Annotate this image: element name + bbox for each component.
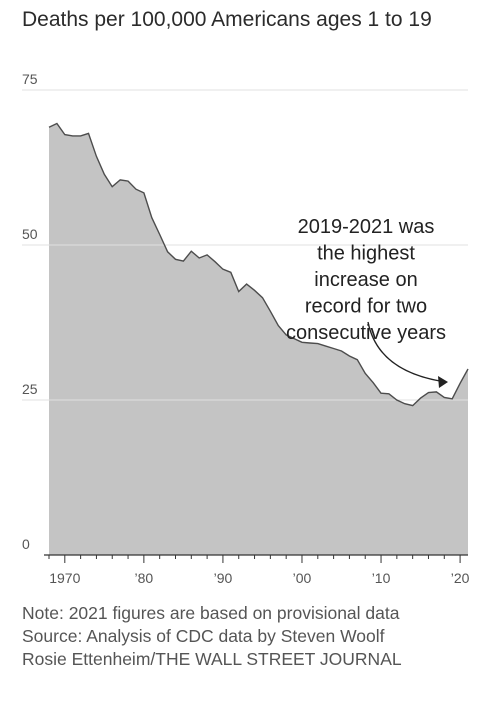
footer-note: Note: 2021 figures are based on provisio… bbox=[22, 603, 400, 623]
arrowhead-icon bbox=[438, 376, 448, 388]
annotation-line: record for two bbox=[305, 296, 427, 318]
area-chart: 0 25 50 75 1970 ’80 ’90 ’00 ’10 ’20 2019-2021 was t… bbox=[22, 71, 470, 586]
x-tick-label: 1970 bbox=[49, 570, 80, 586]
annotation-line: consecutive years bbox=[286, 322, 446, 344]
footer-source: Source: Analysis of CDC data by Steven W… bbox=[22, 626, 385, 646]
series-line bbox=[48, 122, 469, 407]
y-tick-label: 75 bbox=[22, 71, 38, 87]
y-tick-label: 50 bbox=[22, 226, 38, 242]
x-tick-label: ’00 bbox=[293, 570, 312, 586]
x-tick-label: ’80 bbox=[135, 570, 154, 586]
footer-credit: Rosie Ettenheim/THE WALL STREET JOURNAL bbox=[22, 649, 402, 669]
x-tick-label: ’20 bbox=[451, 570, 470, 586]
annotation-line: 2019-2021 was bbox=[298, 216, 435, 238]
y-tick-label: 25 bbox=[22, 381, 38, 397]
annotation-line: increase on bbox=[314, 269, 417, 291]
x-tick-label: ’90 bbox=[214, 570, 233, 586]
annotation-arrow bbox=[367, 321, 447, 383]
chart-footer: Note: 2021 figures are based on provisio… bbox=[22, 602, 402, 671]
x-tick-label: ’10 bbox=[372, 570, 391, 586]
y-tick-label: 0 bbox=[22, 536, 30, 552]
area-fill bbox=[49, 123, 468, 555]
chart-title: Deaths per 100,000 Americans ages 1 to 1… bbox=[22, 8, 432, 31]
annotation-line: the highest bbox=[317, 243, 415, 265]
